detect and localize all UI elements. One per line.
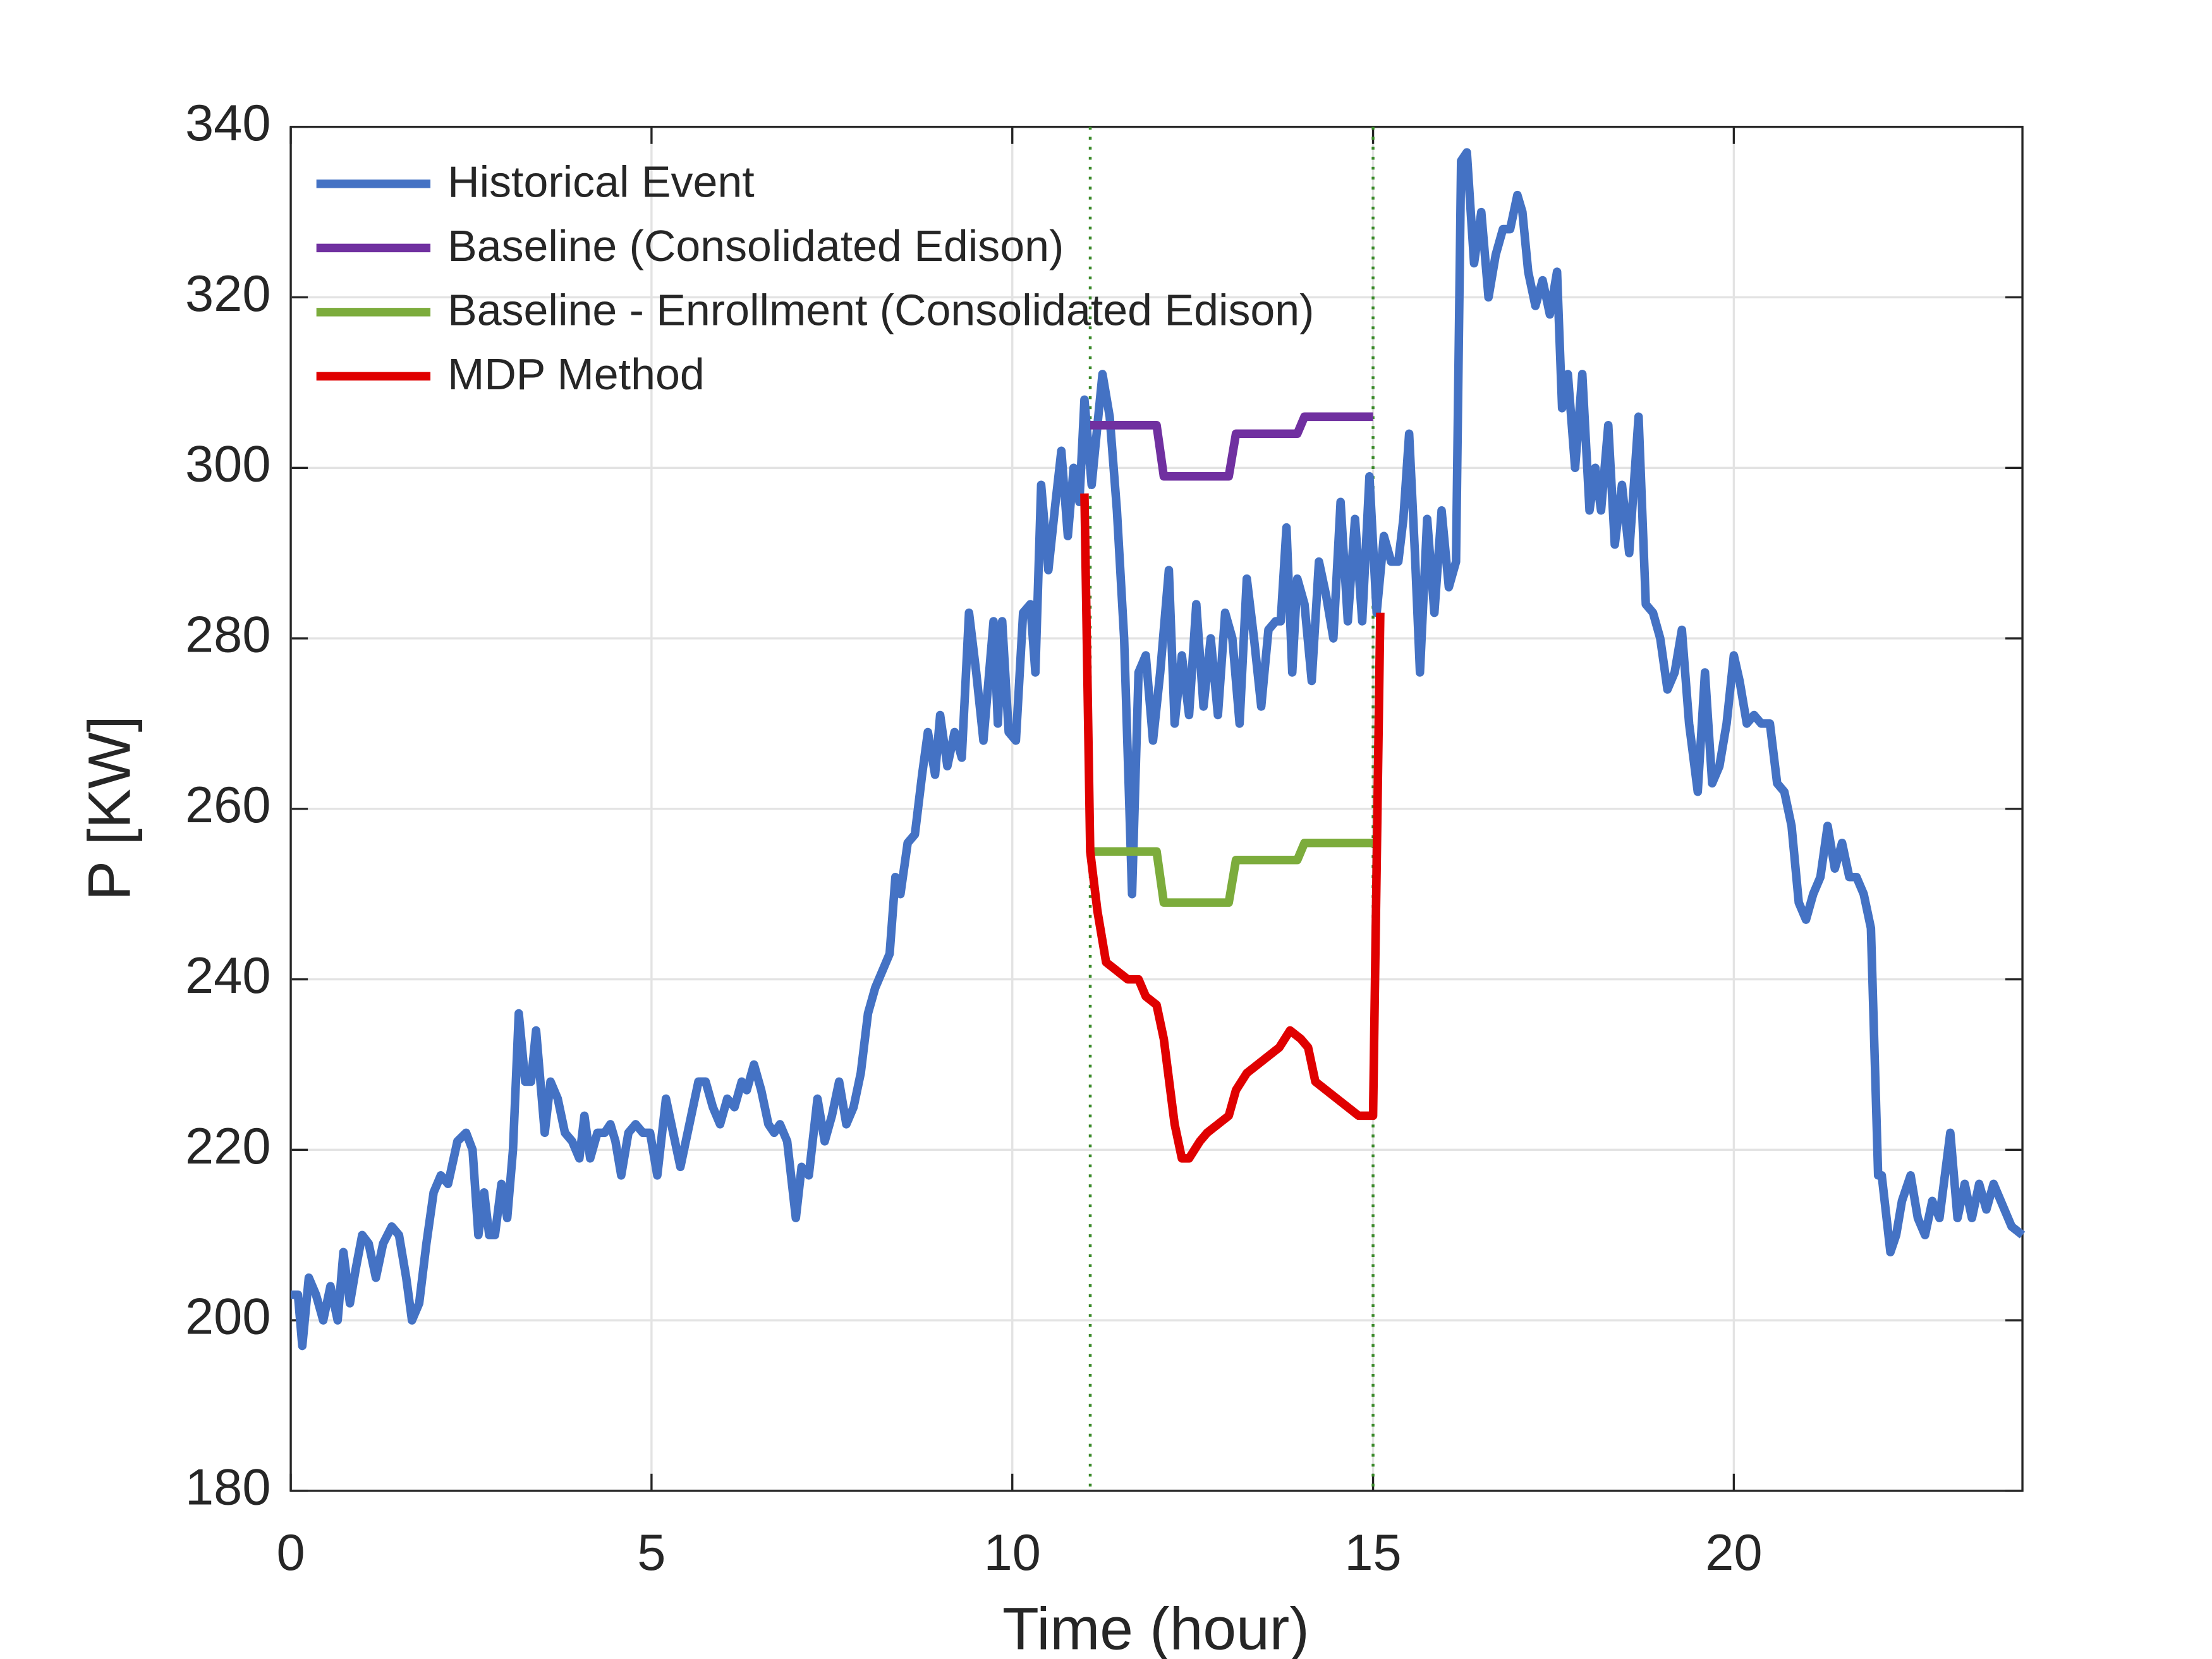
x-axis-label: Time (hour) <box>1002 1595 1310 1659</box>
y-tick-label: 300 <box>185 436 270 493</box>
x-tick-label: 0 <box>276 1524 305 1581</box>
y-tick-label: 280 <box>185 606 270 663</box>
x-tick-label: 15 <box>1344 1524 1401 1581</box>
x-tick-label: 20 <box>1705 1524 1762 1581</box>
y-tick-label: 200 <box>185 1289 270 1346</box>
y-axis-label: P [KW] <box>76 715 143 901</box>
y-tick-label: 320 <box>185 265 270 322</box>
series-line <box>1080 493 1385 1163</box>
y-tick-label: 260 <box>185 777 270 834</box>
legend-label: Historical Event <box>447 157 755 207</box>
series-line <box>1090 412 1373 481</box>
legend-label: Baseline - Enrollment (Consolidated Edis… <box>447 286 1314 335</box>
series-line <box>291 148 2026 1351</box>
y-tick-label: 240 <box>185 947 270 1004</box>
x-tick-label: 10 <box>984 1524 1041 1581</box>
y-tick-label: 220 <box>185 1118 270 1175</box>
y-tick-label: 180 <box>185 1459 270 1516</box>
plot-frame <box>289 126 2024 1492</box>
x-tick-label: 5 <box>637 1524 665 1581</box>
legend-label: Baseline (Consolidated Edison) <box>447 221 1064 270</box>
series-line <box>1090 838 1373 907</box>
legend-label: MDP Method <box>447 349 705 399</box>
y-tick-label: 340 <box>185 95 270 152</box>
